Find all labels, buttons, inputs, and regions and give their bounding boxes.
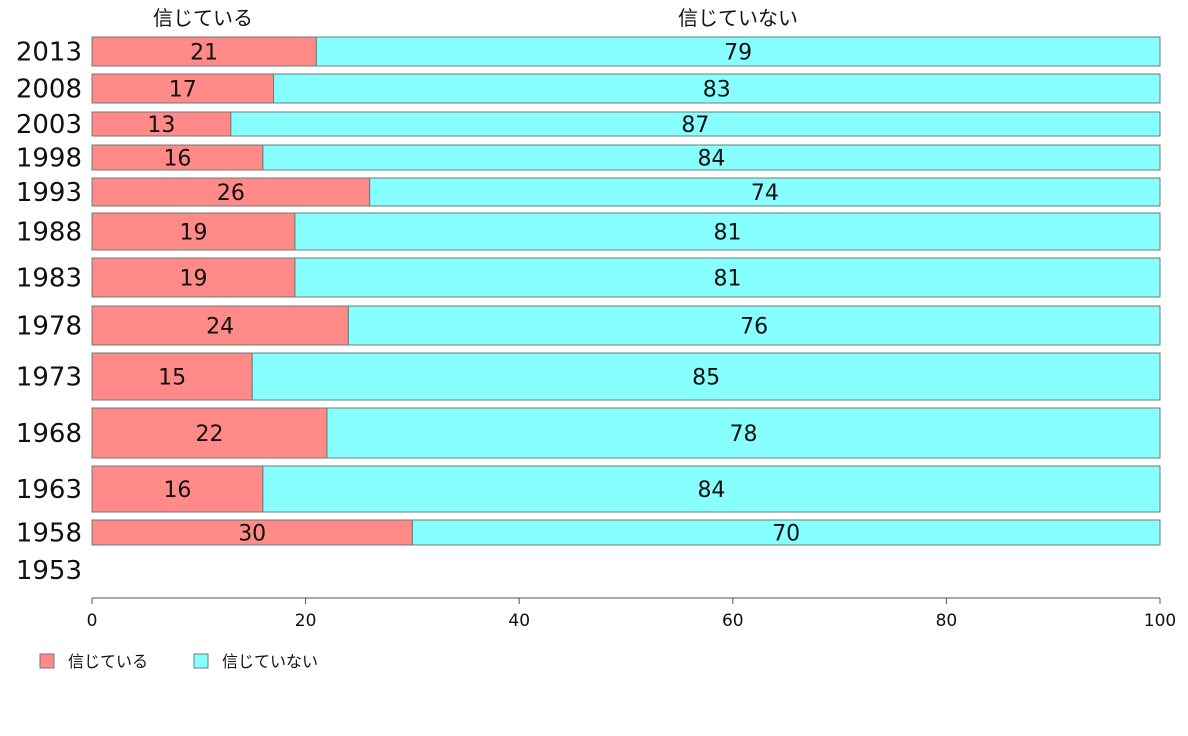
- bar-value-label: 85: [692, 366, 720, 391]
- legend-swatch-believe: [39, 653, 55, 669]
- year-label-1958: 1958: [16, 519, 82, 549]
- bar-value-label: 24: [206, 315, 234, 340]
- year-label-1983: 1983: [16, 264, 82, 294]
- bar-1963-believe: [91, 465, 264, 513]
- bar-1983-believe: [91, 257, 296, 298]
- bar-1998-not-believe: [262, 144, 1161, 171]
- year-labels: 2013 2008 2003 1998 1993 1988 1983 1978 1973 1968…: [16, 38, 82, 587]
- bar-1958-believe: [91, 519, 413, 546]
- bar-1968-believe: [91, 407, 328, 459]
- bar-value-label: 15: [158, 366, 186, 391]
- bar-1963-not-believe: [262, 465, 1161, 513]
- bar-value-label: 76: [740, 315, 768, 340]
- bar-value-label: 13: [147, 113, 175, 138]
- bar-1968-not-believe: [326, 407, 1161, 459]
- bar-value-label: 83: [703, 78, 731, 103]
- bar-1958-not-believe: [411, 519, 1161, 546]
- bar-2013-believe: [91, 36, 317, 67]
- x-tick-label: 100: [1144, 611, 1176, 631]
- bar-1983-not-believe: [294, 257, 1161, 298]
- legend-label-not-believe: 信じていない: [222, 652, 318, 671]
- bar-2003-believe: [91, 111, 232, 137]
- bar-value-label: 30: [238, 522, 266, 547]
- bar-value-label: 17: [169, 78, 197, 103]
- year-label-1973: 1973: [16, 363, 82, 393]
- year-label-1978: 1978: [16, 312, 82, 342]
- bar-value-label: 21: [190, 41, 218, 66]
- x-axis: 0 20 40 60 80 100: [87, 597, 1176, 631]
- bar-1993-not-believe: [369, 177, 1161, 207]
- x-tick-label: 80: [936, 611, 958, 631]
- bars: 21 79 17 83 13 87 16 84 26 74 19 81 19 81 24 76 15 85 22 78…: [91, 36, 1161, 547]
- bar-value-label: 26: [217, 181, 245, 206]
- column-header-1: 信じている: [153, 6, 253, 30]
- bar-value-label: 22: [195, 422, 223, 447]
- x-tick-label: 0: [87, 611, 98, 631]
- x-tick-label: 40: [508, 611, 530, 631]
- bar-value-label: 81: [713, 221, 741, 246]
- year-label-2003: 2003: [16, 110, 82, 140]
- year-label-1953: 1953: [16, 556, 82, 586]
- bar-1998-believe: [91, 144, 264, 171]
- bar-value-label: 84: [697, 147, 725, 172]
- bar-value-label: 16: [163, 147, 191, 172]
- bar-2003-not-believe: [230, 111, 1161, 137]
- legend: 信じている 信じていない: [39, 652, 318, 671]
- x-tick-label: 60: [722, 611, 744, 631]
- bar-2008-not-believe: [273, 73, 1161, 104]
- bar-value-label: 87: [681, 113, 709, 138]
- bar-2013-not-believe: [315, 36, 1161, 67]
- bar-1988-not-believe: [294, 212, 1161, 251]
- legend-label-believe: 信じている: [68, 652, 148, 671]
- bar-value-label: 84: [697, 478, 725, 503]
- year-label-1988: 1988: [16, 218, 82, 248]
- bar-1978-not-believe: [347, 305, 1161, 346]
- bar-value-label: 16: [163, 478, 191, 503]
- bar-1993-believe: [91, 177, 371, 207]
- year-label-1998: 1998: [16, 144, 82, 174]
- year-label-1963: 1963: [16, 475, 82, 505]
- bar-value-label: 78: [729, 422, 757, 447]
- bar-value-label: 74: [751, 181, 779, 206]
- column-headers: 信じている 信じていない: [153, 6, 798, 30]
- year-label-1993: 1993: [16, 178, 82, 208]
- bar-value-label: 19: [179, 221, 207, 246]
- year-label-1968: 1968: [16, 419, 82, 449]
- column-header-2: 信じていない: [678, 6, 798, 30]
- legend-swatch-not-believe: [193, 653, 209, 669]
- bar-value-label: 79: [724, 41, 752, 66]
- bar-value-label: 81: [713, 267, 741, 292]
- bar-2008-believe: [91, 73, 275, 104]
- year-label-2008: 2008: [16, 75, 82, 105]
- bar-value-label: 19: [179, 267, 207, 292]
- bar-value-label: 70: [772, 522, 800, 547]
- bar-1973-not-believe: [251, 352, 1161, 401]
- x-tick-label: 20: [295, 611, 317, 631]
- year-label-2013: 2013: [16, 38, 82, 68]
- bar-1973-believe: [91, 352, 253, 401]
